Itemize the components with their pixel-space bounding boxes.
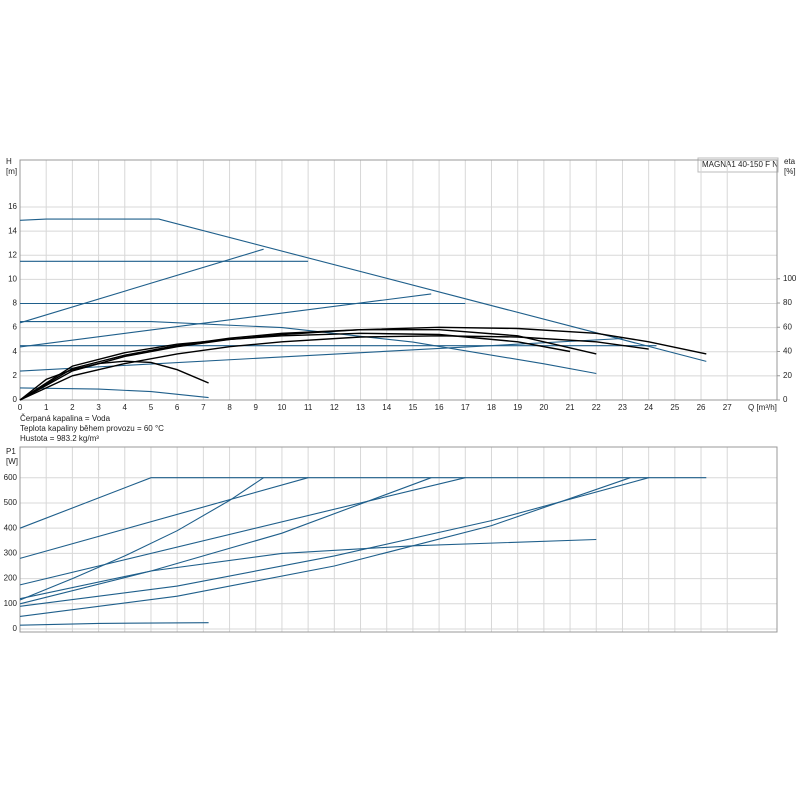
curve	[19, 477, 264, 601]
x-tick-label: 11	[304, 403, 313, 412]
x-tick-label: 14	[382, 403, 391, 412]
y-tick-label: 600	[4, 473, 18, 482]
y-tick-label: 6	[13, 323, 18, 332]
y-tick-label: 0	[13, 395, 18, 404]
note: Hustota = 983.2 kg/m³	[20, 434, 99, 443]
x-tick-label: 26	[697, 403, 706, 412]
x-tick-label: 10	[277, 403, 286, 412]
curve	[19, 477, 309, 559]
x-tick-label: 19	[513, 403, 522, 412]
curve	[19, 477, 707, 529]
curve	[19, 622, 209, 626]
x-tick-label: 27	[723, 403, 732, 412]
y2-tick-label: 20	[783, 371, 792, 380]
y2-tick-label: 0	[783, 395, 788, 404]
curve	[19, 538, 597, 605]
plot-frame	[19, 446, 778, 633]
x-tick-label: 22	[592, 403, 601, 412]
x-tick-label: 6	[175, 403, 180, 412]
x-tick-label: 8	[227, 403, 232, 412]
y-tick-label: 8	[13, 299, 18, 308]
y-label: P1	[6, 447, 16, 456]
x-tick-label: 5	[149, 403, 154, 412]
curve	[19, 293, 432, 348]
x-tick-label: 4	[123, 403, 128, 412]
y-tick-label: 0	[13, 624, 18, 633]
x-label: Q [m³/h]	[748, 403, 777, 412]
x-tick-label: 21	[566, 403, 575, 412]
curve	[19, 218, 707, 362]
x-tick-label: 17	[461, 403, 470, 412]
x-tick-label: 25	[670, 403, 679, 412]
y-tick-label: 400	[4, 523, 18, 532]
plot-frame	[19, 159, 778, 401]
curve	[20, 321, 597, 375]
y-tick-label: 300	[4, 548, 18, 557]
curve	[19, 337, 623, 372]
curve	[19, 248, 264, 324]
curve	[19, 360, 209, 401]
y-label: H	[6, 157, 12, 166]
x-tick-label: 0	[18, 403, 23, 412]
curve	[19, 332, 571, 401]
curve	[19, 477, 631, 617]
x-tick-label: 18	[487, 403, 496, 412]
y2-tick-label: 100	[783, 274, 797, 283]
y-tick-label: 16	[8, 202, 17, 211]
note: Čerpaná kapalina = Voda	[20, 414, 111, 423]
y-unit: [W]	[6, 457, 18, 466]
y-tick-label: 100	[4, 599, 18, 608]
y-tick-label: 2	[13, 371, 18, 380]
x-tick-label: 23	[618, 403, 627, 412]
x-tick-label: 7	[201, 403, 206, 412]
x-tick-label: 13	[356, 403, 365, 412]
curve	[19, 477, 432, 600]
curve	[19, 477, 466, 586]
curve	[19, 387, 209, 399]
curve	[19, 329, 597, 401]
x-tick-label: 12	[330, 403, 339, 412]
x-tick-label: 16	[435, 403, 444, 412]
x-tick-label: 20	[539, 403, 548, 412]
label-box	[697, 157, 779, 173]
note: Teplota kapaliny během provozu = 60 °C	[20, 424, 164, 433]
y-tick-label: 4	[13, 347, 18, 356]
y-tick-label: 14	[8, 226, 17, 235]
y2-tick-label: 80	[783, 298, 792, 307]
curve	[19, 335, 649, 401]
y2-tick-label: 60	[783, 322, 792, 331]
y2-label: eta	[784, 157, 796, 166]
curve	[19, 477, 649, 607]
y-tick-label: 12	[8, 250, 17, 259]
x-tick-label: 9	[254, 403, 259, 412]
y-tick-label: 10	[8, 275, 17, 284]
x-tick-label: 2	[70, 403, 75, 412]
y2-tick-label: 40	[783, 347, 792, 356]
y-unit: [m]	[6, 167, 17, 176]
y-tick-label: 500	[4, 498, 18, 507]
x-tick-label: 1	[44, 403, 49, 412]
y-tick-label: 200	[4, 574, 18, 583]
x-tick-label: 3	[96, 403, 101, 412]
x-tick-label: 15	[408, 403, 417, 412]
y2-unit: [%]	[784, 167, 796, 176]
x-tick-label: 24	[644, 403, 653, 412]
box-label: MAGNA1 40-150 F N	[702, 160, 778, 169]
